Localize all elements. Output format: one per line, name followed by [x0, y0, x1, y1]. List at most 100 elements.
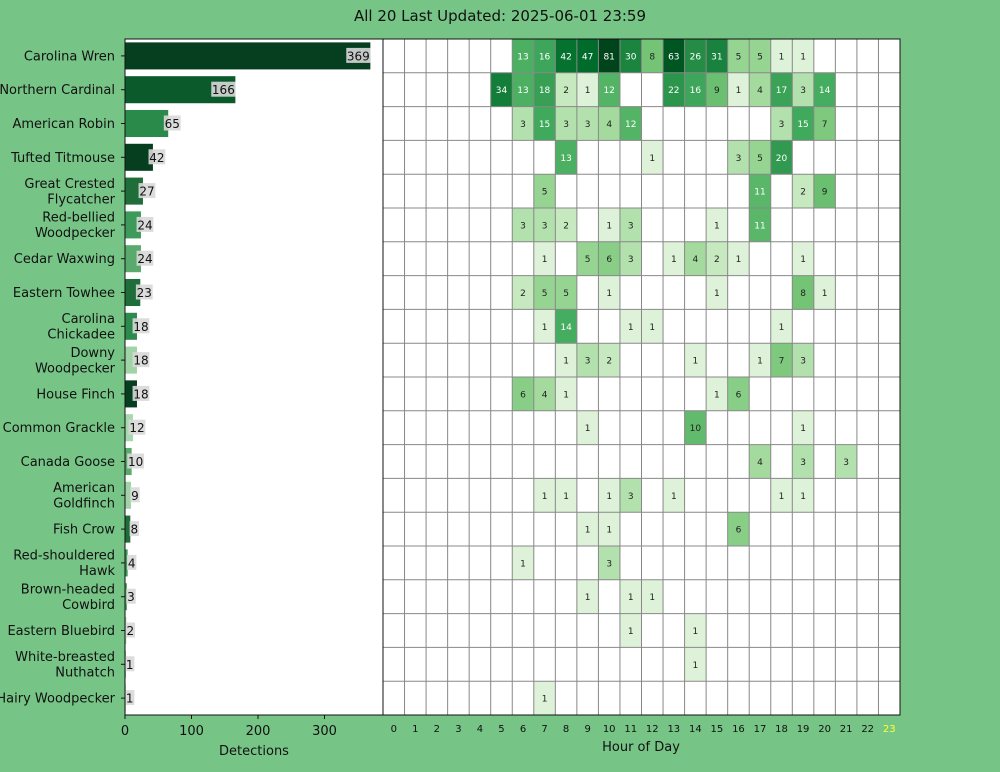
heatmap-cell-label: 5 — [542, 289, 548, 299]
heatmap-cell — [576, 39, 599, 73]
hour-tick-label: 9 — [584, 724, 590, 735]
heatmap-cell-label: 1 — [542, 492, 548, 502]
hour-tick-label: 4 — [477, 724, 483, 735]
heatmap-cell — [619, 613, 642, 648]
heatmap-cell — [555, 72, 577, 107]
heatmap-cell — [727, 512, 750, 546]
heatmap-cell — [641, 140, 664, 175]
bar-category-label: White-breasted Nuthatch — [15, 650, 115, 681]
heatmap-cell — [663, 478, 685, 513]
heatmap-cell-label: 1 — [628, 323, 634, 333]
heatmap-cell-label: 6 — [736, 390, 742, 400]
heatmap-cell — [555, 39, 577, 73]
heatmap-cell-label: 3 — [520, 120, 526, 130]
heatmap-cell — [555, 343, 577, 377]
bar-x-axis-label: Detections — [219, 744, 289, 759]
bar-value-label: 3 — [127, 590, 135, 604]
heatmap-cell-label: 81 — [603, 52, 614, 62]
heatmap-panel: 13 16 42 47 81 30 8 63 26 31 5 5 1 134 13 18 2 1 12 22 16 9 1 4… — [382, 38, 901, 755]
heatmap-cell-label: 8 — [649, 52, 655, 62]
heatmap-cell — [684, 72, 707, 107]
hour-tick-label: 0 — [391, 724, 397, 735]
heatmap-cell — [533, 478, 556, 513]
bar — [125, 481, 131, 509]
bar-x-tick-label: 0 — [121, 724, 129, 739]
bar-value-label-background — [124, 656, 135, 672]
heatmap-cell-label: 1 — [585, 86, 591, 96]
heatmap-cell-label: 1 — [606, 526, 612, 536]
heatmap-cell-label: 14 — [560, 323, 572, 333]
heatmap-cell — [555, 275, 577, 310]
heatmap-cell — [619, 106, 642, 141]
heatmap-cell-label: 1 — [671, 255, 677, 265]
heatmap-cell-label: 12 — [625, 120, 636, 130]
heatmap-cell — [706, 275, 728, 310]
bar — [125, 346, 137, 374]
heatmap-cell-label: 3 — [736, 154, 742, 164]
heatmap-cell — [813, 106, 836, 141]
hour-tick-label: 15 — [711, 724, 724, 735]
bar-value-label: 24 — [137, 252, 152, 266]
heatmap-cell — [598, 241, 620, 276]
hour-tick-label: 17 — [754, 724, 767, 735]
heatmap-cell-label: 3 — [800, 86, 806, 96]
bar-value-label: 1 — [126, 692, 134, 706]
hour-tick-label: 22 — [861, 724, 874, 735]
bar-x-tick-label: 200 — [246, 724, 271, 739]
heatmap-cell-label: 4 — [757, 458, 763, 468]
heatmap-cell-label: 1 — [585, 593, 591, 603]
heatmap-cell — [512, 275, 534, 310]
bar-category-label: Eastern Towhee — [13, 286, 115, 301]
heatmap-cell-label: 15 — [539, 120, 550, 130]
heatmap-cell-label: 4 — [542, 390, 548, 400]
bar-category-label: Downy Woodpecker — [35, 346, 116, 377]
heatmap-cell-label: 9 — [714, 86, 720, 96]
heatmap-cell — [706, 377, 728, 411]
heatmap-cell-label: 1 — [606, 492, 612, 502]
bar-value-label-background — [132, 352, 150, 368]
heatmap-cell — [619, 241, 642, 276]
heatmap-cell — [792, 343, 814, 377]
hour-tick-label: 20 — [818, 724, 831, 735]
heatmap-cell — [555, 106, 577, 141]
heatmap-cell-label: 14 — [819, 86, 831, 96]
bar — [125, 143, 153, 171]
bar-value-label: 27 — [139, 185, 154, 199]
heatmap-cell — [619, 208, 642, 242]
heatmap-cell-label: 17 — [776, 86, 787, 96]
heatmap-cell-label: 1 — [520, 559, 526, 569]
heatmap-cell — [576, 410, 599, 445]
heatmap-cell-label: 2 — [800, 188, 806, 198]
heatmap-cell — [598, 512, 620, 546]
heatmap-cell — [749, 140, 771, 175]
heatmap-cell-label: 7 — [822, 120, 828, 130]
heatmap-cell-label: 5 — [542, 188, 548, 198]
heatmap-cell-label: 10 — [690, 424, 702, 434]
hour-tick-label: 3 — [455, 724, 461, 735]
bar-category-label: House Finch — [36, 387, 115, 402]
heatmap-cell-label: 1 — [714, 221, 720, 231]
heatmap-cell-label: 1 — [649, 154, 655, 164]
heatmap-cell — [663, 241, 685, 276]
hour-tick-label: 1 — [412, 724, 418, 735]
bar-category-label: Brown-headed Cowbird — [21, 582, 115, 613]
bar-value-label: 65 — [165, 117, 180, 131]
heatmap-cell-label: 1 — [606, 289, 612, 299]
heatmap-cell — [641, 39, 664, 73]
heatmap-cell-label: 5 — [757, 154, 763, 164]
heatmap-cell — [533, 309, 556, 344]
heatmap-cell-label: 6 — [736, 526, 742, 536]
heatmap-cell — [512, 39, 534, 73]
heatmap-cell-label: 3 — [585, 357, 591, 367]
bar-value-label: 12 — [129, 421, 144, 435]
heatmap-cell — [792, 106, 814, 141]
heatmap-cell — [727, 39, 750, 73]
heatmap-cell — [533, 39, 556, 73]
heatmap-cell-label: 1 — [800, 52, 806, 62]
hour-tick-label: 21 — [840, 724, 853, 735]
heatmap-cell — [792, 410, 814, 445]
heatmap-cell — [684, 613, 707, 648]
heatmap-cell — [684, 343, 707, 377]
heatmap-cell — [598, 478, 620, 513]
